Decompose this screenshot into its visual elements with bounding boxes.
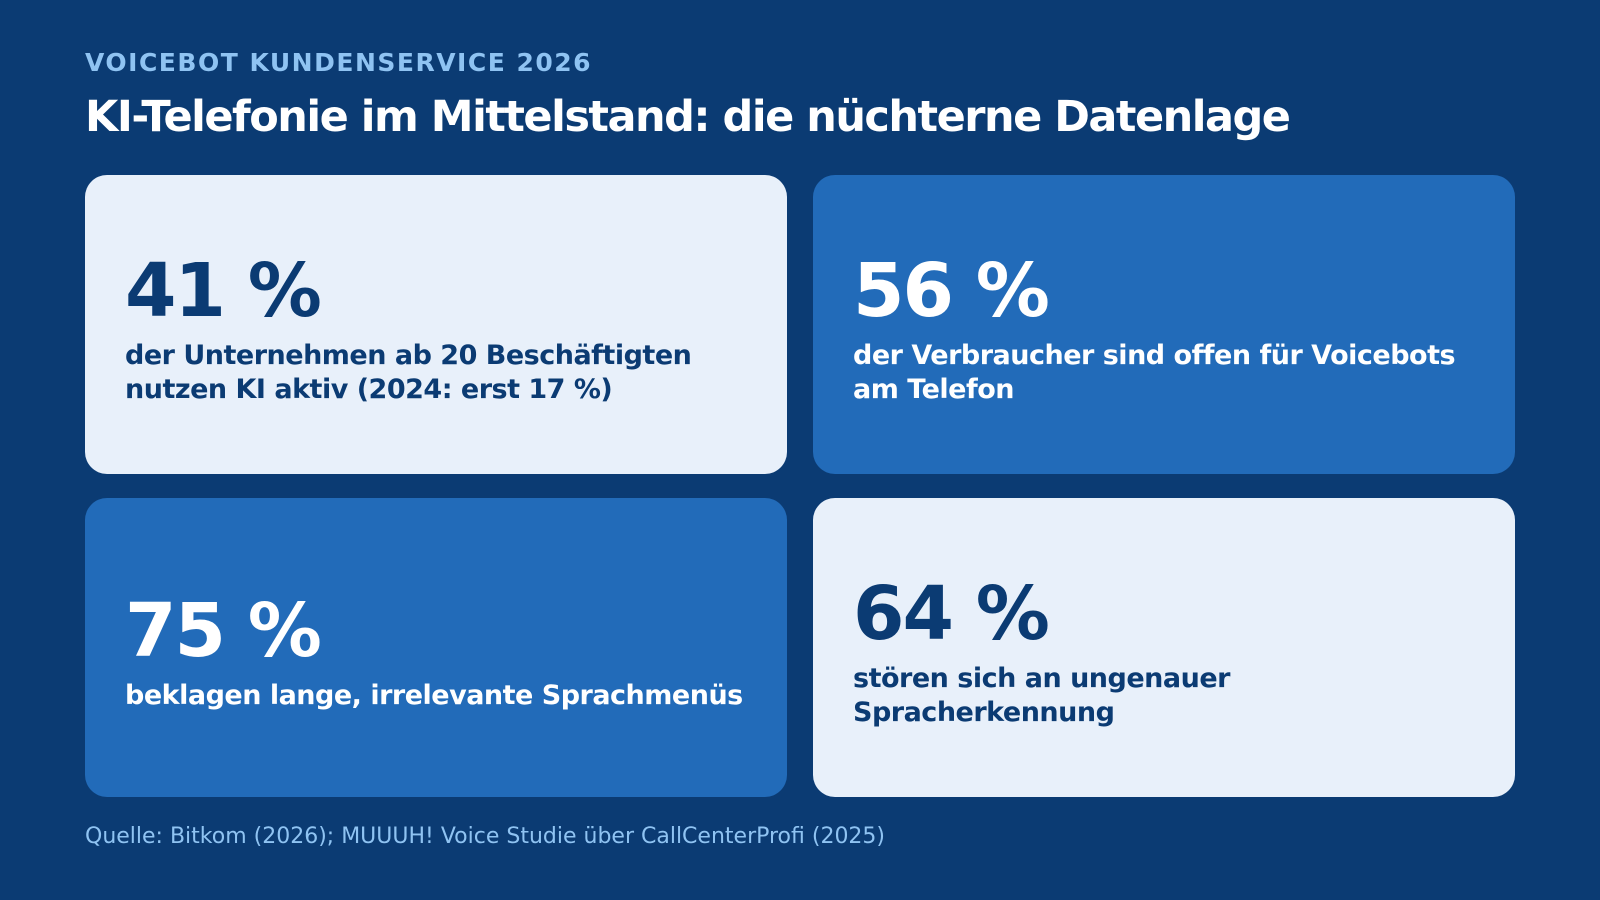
stats-grid: 41 % der Unternehmen ab 20 Beschäftigten… <box>85 175 1515 797</box>
stat-card-verbraucher-offenheit: 56 % der Verbraucher sind offen für Voic… <box>813 175 1515 474</box>
page-title: KI-Telefonie im Mittelstand: die nüchter… <box>85 92 1291 142</box>
stat-label-line: der Verbraucher sind offen für Voicebots <box>853 339 1456 371</box>
stat-label-line: beklagen lange, irrelevante Sprachmenüs <box>125 679 743 711</box>
stat-label: der Unternehmen ab 20 Beschäftigten nutz… <box>125 339 757 407</box>
stat-value: 41 % <box>125 247 322 334</box>
stat-value: 64 % <box>853 570 1050 657</box>
stat-label-line: am Telefon <box>853 373 1014 405</box>
source-note: Quelle: Bitkom (2026); MUUUH! Voice Stud… <box>85 824 886 849</box>
stat-label: stören sich an ungenauer Spracherkennung <box>853 662 1485 730</box>
stat-card-sprachmenues: 75 % beklagen lange, irrelevante Sprachm… <box>85 498 787 797</box>
page-kicker: VOICEBOT KUNDENSERVICE 2026 <box>85 48 593 77</box>
stat-label-line: der Unternehmen ab 20 Beschäftigten <box>125 339 692 371</box>
stat-card-spracherkennung: 64 % stören sich an ungenauer Spracherke… <box>813 498 1515 797</box>
stat-label-line: stören sich an ungenauer <box>853 662 1230 694</box>
stat-card-ki-nutzung: 41 % der Unternehmen ab 20 Beschäftigten… <box>85 175 787 474</box>
stat-label-line: nutzen KI aktiv (2024: erst 17 %) <box>125 373 613 405</box>
stat-label: der Verbraucher sind offen für Voicebots… <box>853 339 1485 407</box>
stat-value: 75 % <box>125 587 322 674</box>
stat-label: beklagen lange, irrelevante Sprachmenüs <box>125 679 757 713</box>
stat-value: 56 % <box>853 247 1050 334</box>
stat-label-line: Spracherkennung <box>853 696 1115 728</box>
